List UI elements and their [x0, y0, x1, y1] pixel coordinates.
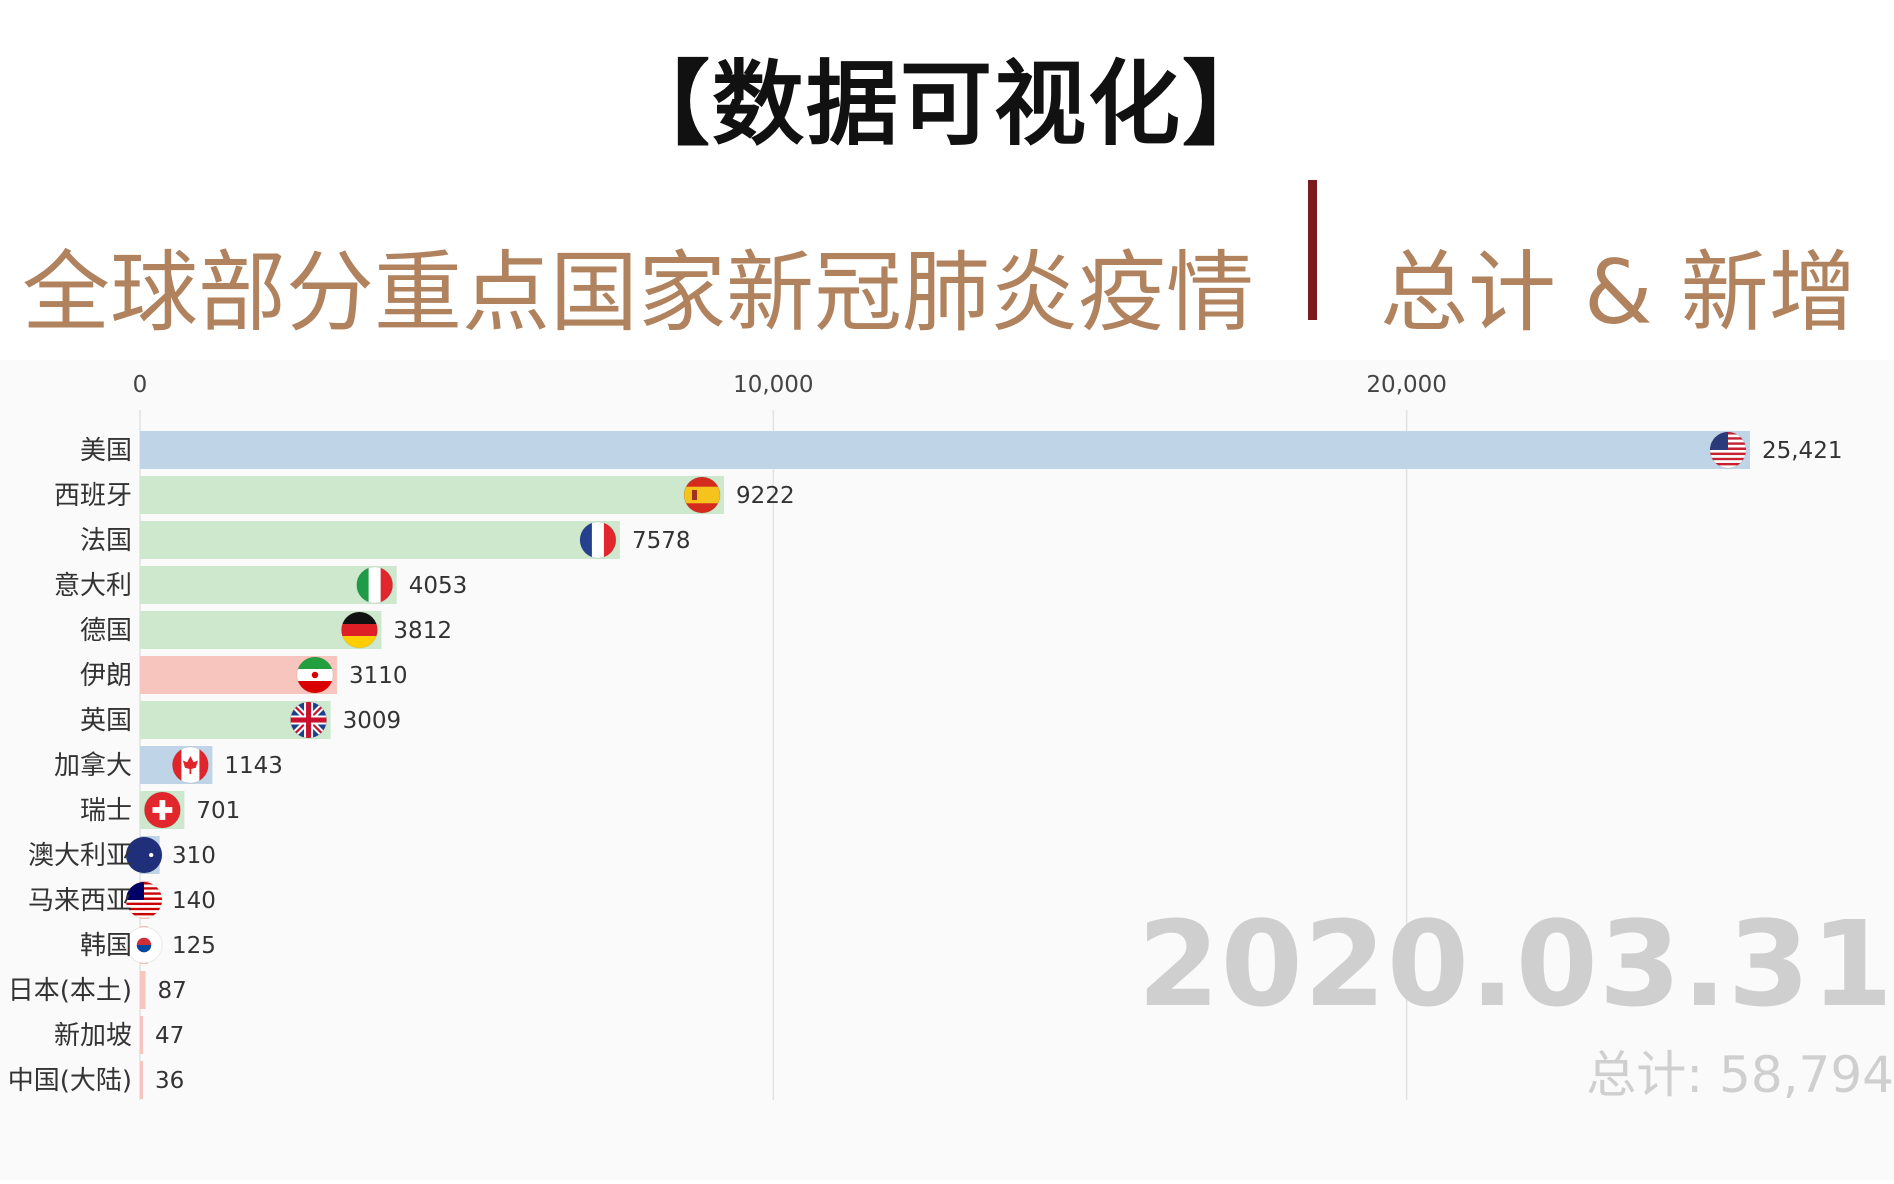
bars [125, 431, 1750, 1099]
category-label: 法国 [80, 526, 132, 556]
korea-flag-icon [125, 926, 163, 964]
value-label: 7578 [632, 528, 691, 554]
chart-subtitle-metric: 总计 & 新增 [1380, 241, 1857, 344]
germany-flag-icon [340, 611, 378, 649]
bar [140, 476, 725, 514]
switzerland-flag-icon [143, 791, 181, 829]
value-label: 310 [172, 843, 216, 869]
iran-flag-icon [296, 656, 334, 694]
value-label: 47 [155, 1023, 184, 1049]
bar [140, 566, 397, 604]
bar [140, 1061, 143, 1099]
category-label: 德国 [80, 616, 132, 646]
value-label: 36 [155, 1068, 184, 1094]
x-tick-label: 20,000 [1366, 372, 1446, 398]
category-label: 瑞士 [80, 796, 132, 826]
category-label: 美国 [80, 436, 132, 466]
category-label: 日本(本土) [8, 976, 132, 1006]
canada-flag-icon [171, 746, 209, 784]
category-label: 伊朗 [80, 661, 132, 691]
value-label: 3110 [349, 663, 408, 689]
category-label: 意大利 [54, 571, 132, 601]
bar-chart: 0 10,000 20,000 美国 25,421 西班牙 9222 法国 7578 意大利 40… [8, 372, 1843, 1100]
total-stamp: 总计: 58,794 [1586, 1046, 1894, 1104]
date-stamp: 2020.03.31 [1137, 895, 1894, 1033]
australia-flag-icon [125, 836, 163, 874]
value-label: 140 [172, 888, 216, 914]
value-label: 701 [196, 798, 240, 824]
spain-flag-icon [683, 476, 721, 514]
category-label: 西班牙 [54, 481, 132, 511]
category-label: 新加坡 [54, 1021, 132, 1051]
italy-flag-icon [356, 566, 394, 604]
value-label: 4053 [409, 573, 468, 599]
value-label: 9222 [736, 483, 795, 509]
bar [140, 521, 620, 559]
value-label: 1143 [224, 753, 283, 779]
value-label: 25,421 [1762, 438, 1842, 464]
bar [140, 611, 382, 649]
bar [140, 431, 1750, 469]
value-label: 3009 [343, 708, 402, 734]
main-title: 【数据可视化】 [617, 51, 1276, 158]
category-label: 加拿大 [54, 751, 132, 781]
category-label: 韩国 [80, 931, 132, 961]
us-flag-icon [1709, 431, 1747, 469]
chart-panel: 0 10,000 20,000 美国 25,421 西班牙 9222 法国 7578 意大利 40… [0, 360, 1894, 1180]
category-label: 中国(大陆) [8, 1066, 132, 1096]
x-tick-label: 0 [133, 372, 148, 398]
france-flag-icon [579, 521, 617, 559]
subtitle-divider [1308, 180, 1317, 320]
value-label: 87 [158, 978, 187, 1004]
uk-flag-icon [290, 701, 328, 739]
category-label: 英国 [80, 706, 132, 736]
x-tick-label: 10,000 [733, 372, 813, 398]
category-labels: 美国 25,421 西班牙 9222 法国 7578 意大利 4053 德国 3812 伊朗 3110… [8, 436, 1843, 1096]
category-label: 澳大利亚 [28, 841, 132, 871]
category-label: 马来西亚 [28, 886, 132, 916]
malaysia-flag-icon [125, 881, 163, 919]
value-label: 125 [172, 933, 216, 959]
bar [140, 971, 146, 1009]
value-label: 3812 [393, 618, 452, 644]
bar [140, 1016, 143, 1054]
chart-subtitle: 全球部分重点国家新冠肺炎疫情 [22, 241, 1255, 344]
x-axis-ticks: 0 10,000 20,000 [133, 372, 1447, 398]
